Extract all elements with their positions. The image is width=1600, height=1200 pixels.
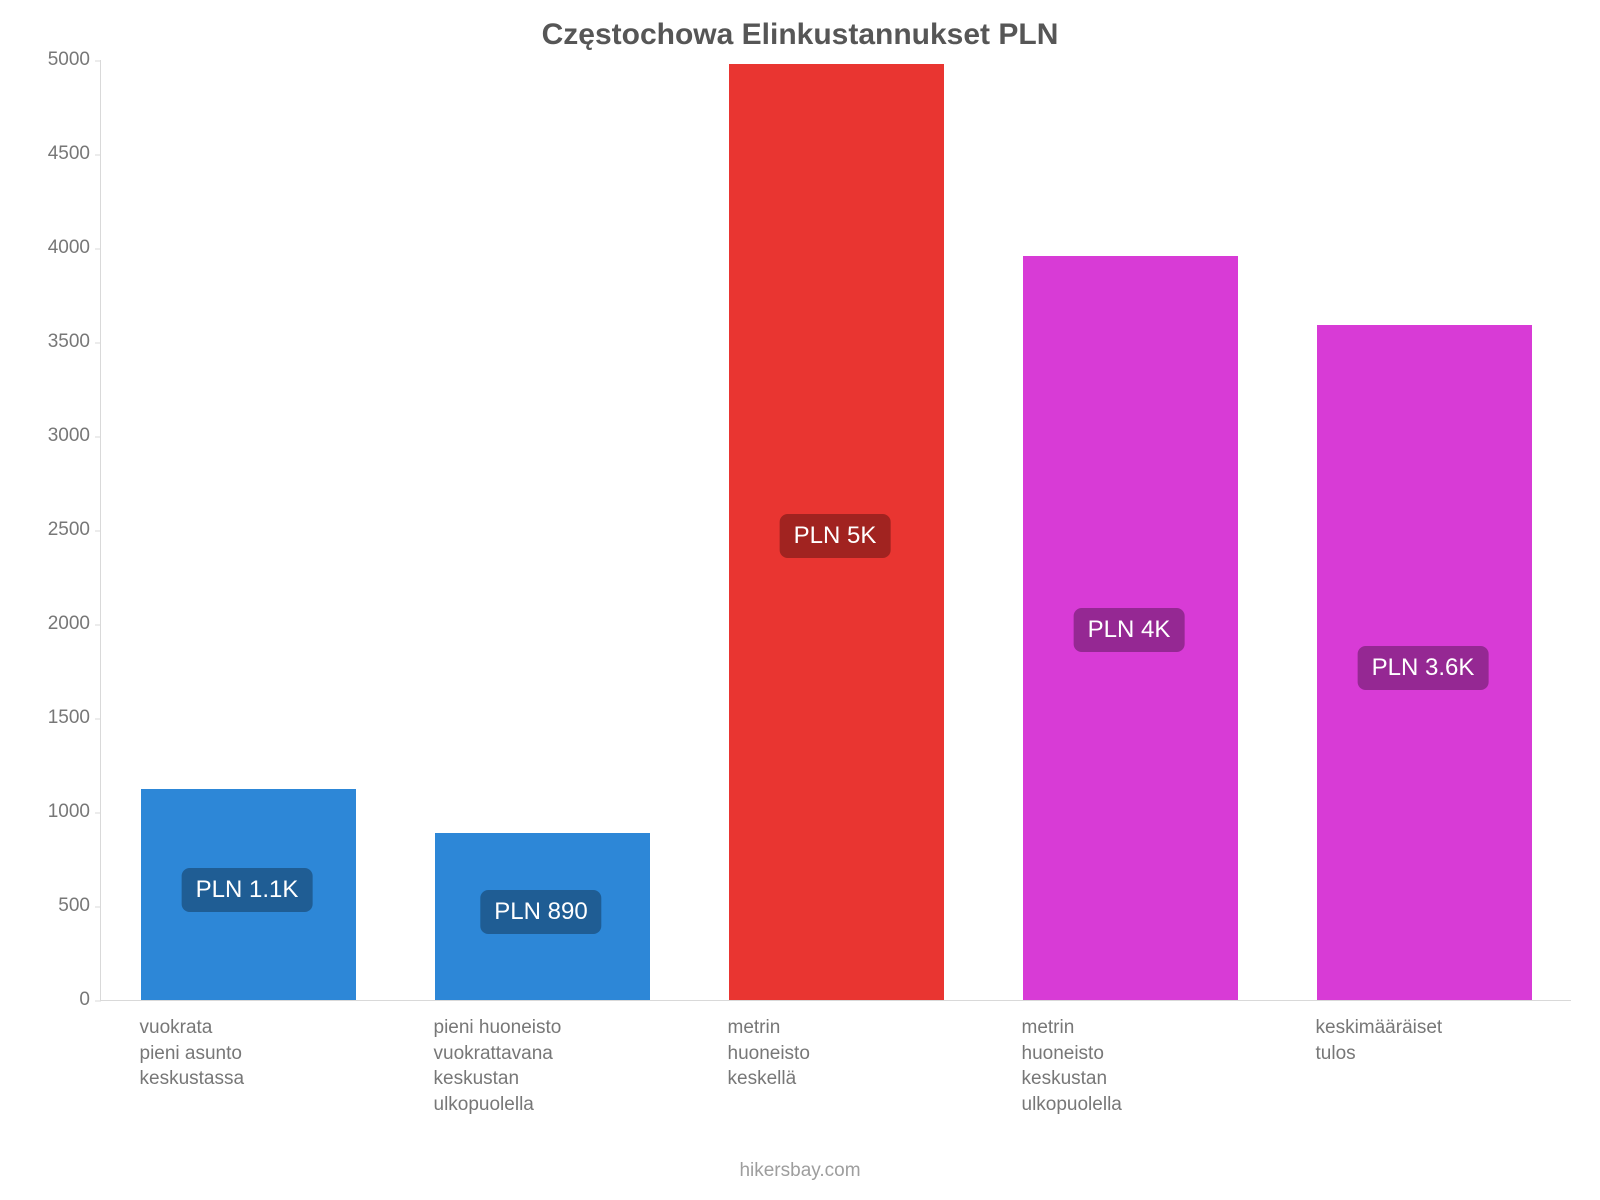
- value-badge: PLN 5K: [780, 514, 891, 558]
- y-tick-label: 500: [10, 895, 90, 917]
- x-category-label-line: huoneisto: [728, 1041, 943, 1067]
- y-tick-label: 4500: [10, 143, 90, 165]
- y-tick-mark: [95, 719, 101, 720]
- x-category-label-line: keskustan: [1022, 1066, 1237, 1092]
- y-tick-mark: [95, 907, 101, 908]
- x-category-label-line: pieni huoneisto: [434, 1015, 649, 1041]
- x-category-label-line: keskimääräiset: [1316, 1015, 1531, 1041]
- x-category-label-line: tulos: [1316, 1041, 1531, 1067]
- x-category-label-line: keskellä: [728, 1066, 943, 1092]
- y-tick-label: 1500: [10, 707, 90, 729]
- y-tick-label: 3000: [10, 425, 90, 447]
- chart-footer: hikersbay.com: [0, 1160, 1600, 1182]
- y-tick-label: 4000: [10, 237, 90, 259]
- x-category-label: metrinhuoneistokeskellä: [728, 1015, 943, 1092]
- chart-title: Częstochowa Elinkustannukset PLN: [0, 18, 1600, 52]
- y-tick-mark: [95, 813, 101, 814]
- x-category-label: vuokratapieni asuntokeskustassa: [140, 1015, 355, 1092]
- y-tick-mark: [95, 531, 101, 532]
- value-badge: PLN 4K: [1074, 608, 1185, 652]
- x-category-label-line: metrin: [1022, 1015, 1237, 1041]
- y-tick-label: 3500: [10, 331, 90, 353]
- x-category-label: keskimääräisettulos: [1316, 1015, 1531, 1066]
- y-tick-label: 1000: [10, 801, 90, 823]
- y-tick-label: 2000: [10, 613, 90, 635]
- chart-container: Częstochowa Elinkustannukset PLN hikersb…: [0, 0, 1600, 1200]
- x-category-label-line: ulkopuolella: [434, 1092, 649, 1118]
- y-tick-mark: [95, 1001, 101, 1002]
- y-tick-mark: [95, 61, 101, 62]
- value-badge: PLN 890: [480, 890, 601, 934]
- x-category-label-line: vuokrattavana: [434, 1041, 649, 1067]
- y-tick-label: 2500: [10, 519, 90, 541]
- y-tick-mark: [95, 625, 101, 626]
- y-tick-mark: [95, 437, 101, 438]
- x-category-label-line: huoneisto: [1022, 1041, 1237, 1067]
- value-badge: PLN 1.1K: [182, 868, 313, 912]
- x-category-label: pieni huoneistovuokrattavanakeskustanulk…: [434, 1015, 649, 1118]
- y-tick-label: 0: [10, 989, 90, 1011]
- x-category-label: metrinhuoneistokeskustanulkopuolella: [1022, 1015, 1237, 1118]
- x-category-label-line: keskustan: [434, 1066, 649, 1092]
- x-category-label-line: vuokrata: [140, 1015, 355, 1041]
- y-tick-mark: [95, 249, 101, 250]
- x-category-label-line: pieni asunto: [140, 1041, 355, 1067]
- y-tick-label: 5000: [10, 49, 90, 71]
- y-tick-mark: [95, 343, 101, 344]
- x-category-label-line: ulkopuolella: [1022, 1092, 1237, 1118]
- y-tick-mark: [95, 155, 101, 156]
- x-category-label-line: keskustassa: [140, 1066, 355, 1092]
- x-category-label-line: metrin: [728, 1015, 943, 1041]
- value-badge: PLN 3.6K: [1358, 646, 1489, 690]
